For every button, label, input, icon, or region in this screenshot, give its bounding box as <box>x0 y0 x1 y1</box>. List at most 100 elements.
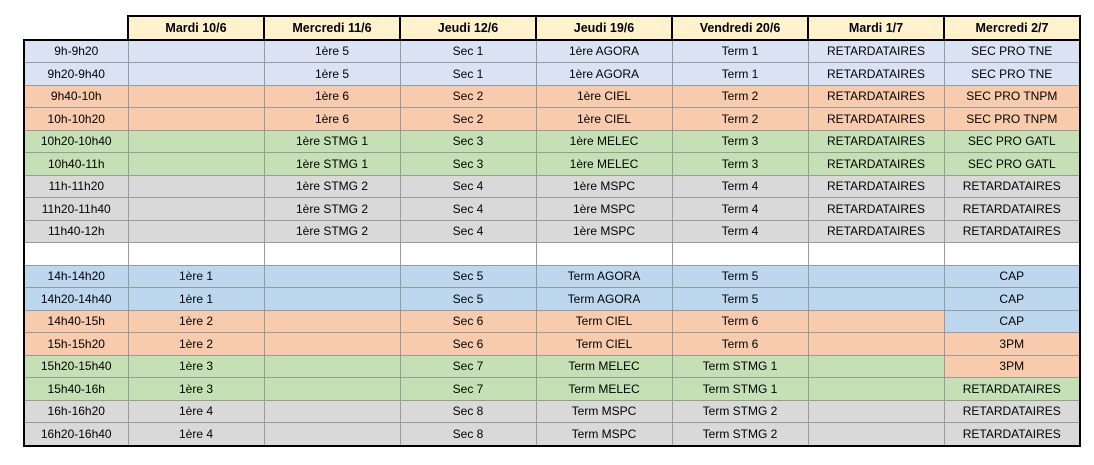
schedule-cell[interactable]: Term STMG 1 <box>671 354 809 378</box>
schedule-cell[interactable] <box>127 39 265 63</box>
schedule-cell[interactable]: 1ère 1 <box>127 287 265 311</box>
schedule-cell[interactable]: 1ère 5 <box>263 62 401 86</box>
time-slot-cell[interactable]: 15h-15h20 <box>23 332 129 356</box>
schedule-cell[interactable]: 1ère CIEL <box>535 107 673 131</box>
time-slot-cell[interactable]: 15h40-16h <box>23 377 129 401</box>
schedule-cell[interactable] <box>127 84 265 108</box>
schedule-cell[interactable]: Term MSPC <box>535 422 673 447</box>
day-header[interactable]: Jeudi 19/6 <box>535 15 673 41</box>
schedule-cell[interactable]: RETARDATAIRES <box>807 39 945 63</box>
schedule-cell[interactable]: Term 6 <box>671 309 809 333</box>
schedule-cell[interactable]: 1ère 4 <box>127 422 265 447</box>
schedule-cell[interactable] <box>127 129 265 153</box>
schedule-cell[interactable]: 1ère 5 <box>263 39 401 63</box>
time-slot-cell[interactable]: 15h20-15h40 <box>23 354 129 378</box>
schedule-cell[interactable]: Term 6 <box>671 332 809 356</box>
schedule-cell[interactable]: Term 4 <box>671 197 809 221</box>
schedule-cell[interactable]: Term CIEL <box>535 309 673 333</box>
schedule-cell[interactable]: CAP <box>943 264 1081 288</box>
schedule-cell[interactable]: Term 5 <box>671 264 809 288</box>
schedule-cell[interactable]: RETARDATAIRES <box>807 219 945 243</box>
day-header[interactable]: Jeudi 12/6 <box>399 15 537 41</box>
schedule-cell[interactable]: Term 1 <box>671 62 809 86</box>
schedule-cell[interactable]: 1ère STMG 2 <box>263 197 401 221</box>
schedule-cell[interactable] <box>263 422 401 447</box>
schedule-cell[interactable] <box>263 264 401 288</box>
schedule-cell[interactable]: RETARDATAIRES <box>943 219 1081 243</box>
schedule-cell[interactable] <box>807 242 945 266</box>
schedule-cell[interactable]: Term 2 <box>671 84 809 108</box>
schedule-cell[interactable]: 1ère STMG 1 <box>263 152 401 176</box>
schedule-cell[interactable]: RETARDATAIRES <box>943 422 1081 447</box>
schedule-cell[interactable]: Term AGORA <box>535 264 673 288</box>
schedule-cell[interactable]: Sec 4 <box>399 219 537 243</box>
schedule-cell[interactable]: 1ère MSPC <box>535 174 673 198</box>
schedule-cell[interactable]: Term STMG 1 <box>671 377 809 401</box>
time-slot-cell[interactable]: 11h20-11h40 <box>23 197 129 221</box>
schedule-cell[interactable] <box>127 219 265 243</box>
schedule-cell[interactable]: Sec 1 <box>399 62 537 86</box>
schedule-cell[interactable]: 3PM <box>943 332 1081 356</box>
schedule-cell[interactable] <box>535 242 673 266</box>
schedule-cell[interactable]: Sec 5 <box>399 287 537 311</box>
schedule-cell[interactable]: Sec 8 <box>399 399 537 423</box>
schedule-cell[interactable]: 1ère CIEL <box>535 84 673 108</box>
schedule-cell[interactable] <box>807 287 945 311</box>
schedule-cell[interactable]: 1ère MSPC <box>535 219 673 243</box>
schedule-cell[interactable]: Sec 2 <box>399 84 537 108</box>
time-slot-cell[interactable]: 10h20-10h40 <box>23 129 129 153</box>
schedule-cell[interactable] <box>263 377 401 401</box>
schedule-cell[interactable] <box>807 309 945 333</box>
schedule-cell[interactable]: 1ère AGORA <box>535 62 673 86</box>
schedule-cell[interactable] <box>807 264 945 288</box>
schedule-cell[interactable] <box>263 287 401 311</box>
time-slot-cell[interactable]: 9h-9h20 <box>23 39 129 63</box>
schedule-cell[interactable]: RETARDATAIRES <box>807 84 945 108</box>
schedule-cell[interactable]: 1ère 3 <box>127 377 265 401</box>
schedule-cell[interactable] <box>807 399 945 423</box>
schedule-cell[interactable] <box>263 332 401 356</box>
schedule-cell[interactable]: Term 1 <box>671 39 809 63</box>
schedule-cell[interactable]: 1ère 1 <box>127 264 265 288</box>
schedule-cell[interactable] <box>263 242 401 266</box>
schedule-cell[interactable] <box>399 242 537 266</box>
schedule-cell[interactable] <box>127 62 265 86</box>
schedule-cell[interactable]: CAP <box>943 309 1081 333</box>
schedule-cell[interactable]: Sec 2 <box>399 107 537 131</box>
schedule-cell[interactable]: 1ère MELEC <box>535 129 673 153</box>
schedule-cell[interactable]: Sec 8 <box>399 422 537 447</box>
schedule-cell[interactable]: 1ère 2 <box>127 309 265 333</box>
schedule-cell[interactable]: Term 3 <box>671 129 809 153</box>
schedule-cell[interactable]: Term 2 <box>671 107 809 131</box>
schedule-cell[interactable]: Term 3 <box>671 152 809 176</box>
time-slot-cell[interactable]: 16h20-16h40 <box>23 422 129 447</box>
schedule-cell[interactable]: Sec 3 <box>399 129 537 153</box>
schedule-cell[interactable]: 1ère STMG 1 <box>263 129 401 153</box>
schedule-cell[interactable]: Term MELEC <box>535 354 673 378</box>
schedule-cell[interactable]: RETARDATAIRES <box>943 377 1081 401</box>
schedule-cell[interactable] <box>127 152 265 176</box>
schedule-cell[interactable]: Term MSPC <box>535 399 673 423</box>
schedule-cell[interactable] <box>263 399 401 423</box>
schedule-cell[interactable] <box>671 242 809 266</box>
schedule-cell[interactable]: SEC PRO TNE <box>943 62 1081 86</box>
schedule-cell[interactable]: Term 5 <box>671 287 809 311</box>
schedule-cell[interactable]: Sec 5 <box>399 264 537 288</box>
schedule-cell[interactable]: Term 4 <box>671 219 809 243</box>
time-slot-cell[interactable]: 9h20-9h40 <box>23 62 129 86</box>
time-slot-cell[interactable]: 10h40-11h <box>23 152 129 176</box>
schedule-cell[interactable] <box>807 377 945 401</box>
time-slot-cell[interactable]: 14h-14h20 <box>23 264 129 288</box>
schedule-cell[interactable]: RETARDATAIRES <box>807 107 945 131</box>
schedule-cell[interactable]: CAP <box>943 287 1081 311</box>
schedule-cell[interactable]: Term 4 <box>671 174 809 198</box>
day-header[interactable]: Mercredi 2/7 <box>943 15 1081 41</box>
schedule-cell[interactable]: Sec 3 <box>399 152 537 176</box>
schedule-cell[interactable] <box>263 309 401 333</box>
schedule-cell[interactable]: RETARDATAIRES <box>943 174 1081 198</box>
schedule-cell[interactable]: 1ère AGORA <box>535 39 673 63</box>
day-header[interactable]: Mardi 1/7 <box>807 15 945 41</box>
schedule-cell[interactable]: 1ère 2 <box>127 332 265 356</box>
schedule-cell[interactable] <box>807 354 945 378</box>
time-slot-cell[interactable]: 11h40-12h <box>23 219 129 243</box>
